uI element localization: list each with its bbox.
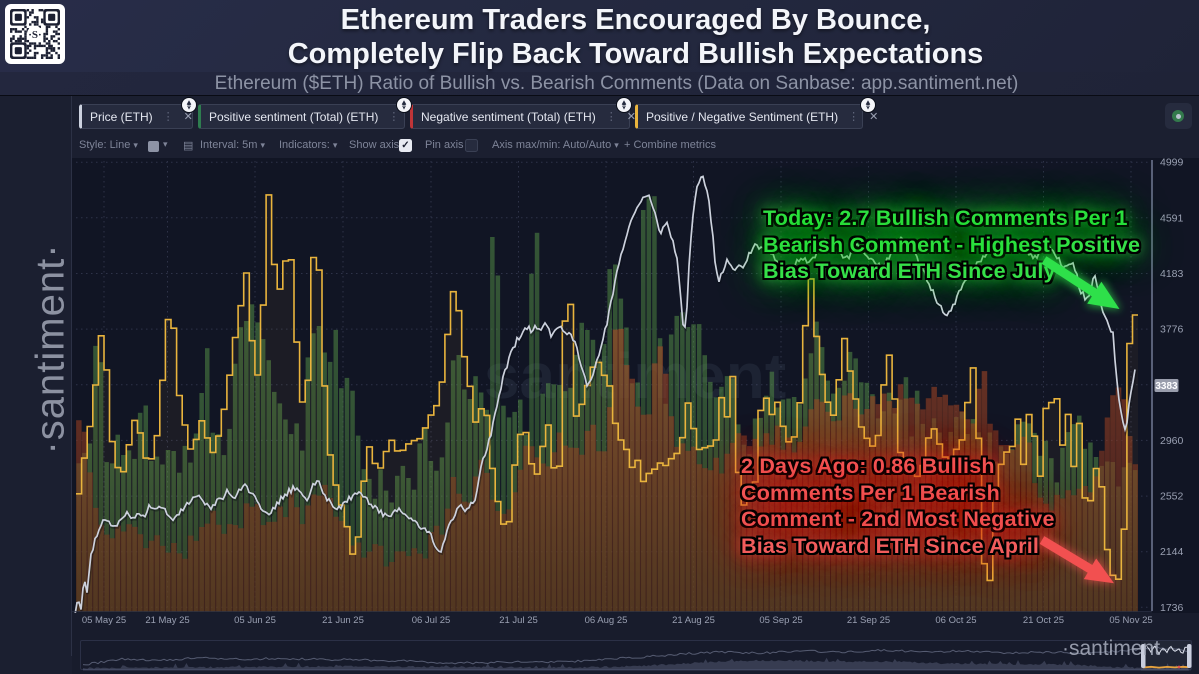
- svg-text:3776: 3776: [1160, 324, 1184, 336]
- svg-text:2144: 2144: [1160, 546, 1184, 558]
- svg-text:3383: 3383: [1155, 381, 1178, 392]
- svg-text:4999: 4999: [1160, 158, 1184, 169]
- svg-text:·S·: ·S·: [28, 29, 41, 41]
- svg-text:2552: 2552: [1160, 491, 1184, 503]
- svg-text:4183: 4183: [1160, 268, 1184, 280]
- svg-text:2960: 2960: [1160, 435, 1184, 447]
- svg-text:1736: 1736: [1160, 602, 1184, 613]
- svg-text:4591: 4591: [1160, 212, 1184, 224]
